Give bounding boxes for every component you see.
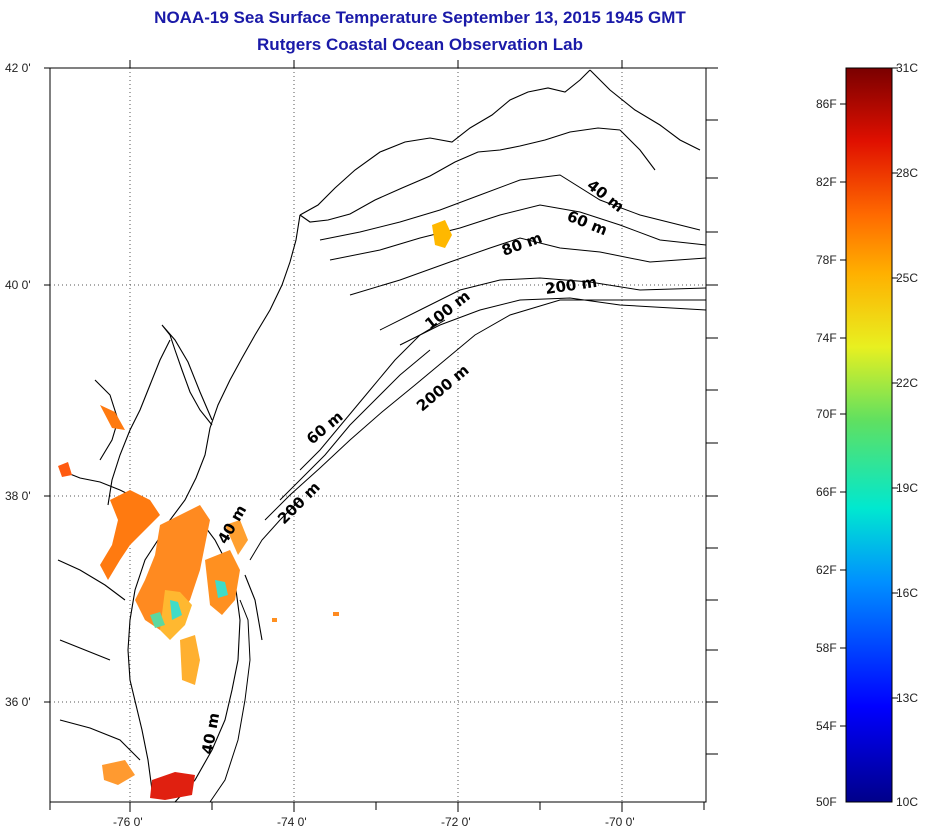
colorbar-ticks	[840, 67, 898, 727]
colorbar-f-label: 58F	[816, 641, 837, 655]
colorbar-f-label: 54F	[816, 719, 837, 733]
colorbar-c-label: 22C	[896, 376, 918, 390]
colorbar-c-label: 28C	[896, 166, 918, 180]
colorbar-f-label: 62F	[816, 563, 837, 577]
lat-label-36: 36 0'	[5, 695, 31, 709]
colorbar-f-label: 74F	[816, 331, 837, 345]
colorbar-c-label: 16C	[896, 586, 918, 600]
colorbar-f-label: 82F	[816, 175, 837, 189]
colorbar-c-label: 13C	[896, 691, 918, 705]
colorbar-c-label: 25C	[896, 271, 918, 285]
lon-label-70: -70 0'	[605, 815, 635, 829]
grid-lines	[50, 68, 706, 802]
map-subtitle: Rutgers Coastal Ocean Observation Lab	[257, 35, 583, 54]
sst-data	[58, 220, 452, 800]
colorbar-f-label: 66F	[816, 485, 837, 499]
lat-label-38: 38 0'	[5, 489, 31, 503]
map-title: NOAA-19 Sea Surface Temperature Septembe…	[154, 8, 686, 27]
colorbar-f-label: 70F	[816, 407, 837, 421]
lon-label-72: -72 0'	[441, 815, 471, 829]
colorbar-f-label: 50F	[816, 795, 837, 809]
colorbar-c-label: 10C	[896, 795, 918, 809]
colorbar-c-label: 19C	[896, 481, 918, 495]
lat-label-42: 42 0'	[5, 61, 31, 75]
lon-label-74: -74 0'	[277, 815, 307, 829]
colorbar-c-label: 31C	[896, 61, 918, 75]
lon-label-76: -76 0'	[113, 815, 143, 829]
colorbar-f-label: 86F	[816, 97, 837, 111]
map-frame	[49, 67, 707, 803]
colorbar	[845, 67, 893, 803]
colorbar-f-label: 78F	[816, 253, 837, 267]
isobaths	[209, 174, 707, 803]
axis-ticks	[44, 60, 718, 812]
lat-label-40: 40 0'	[5, 278, 31, 292]
